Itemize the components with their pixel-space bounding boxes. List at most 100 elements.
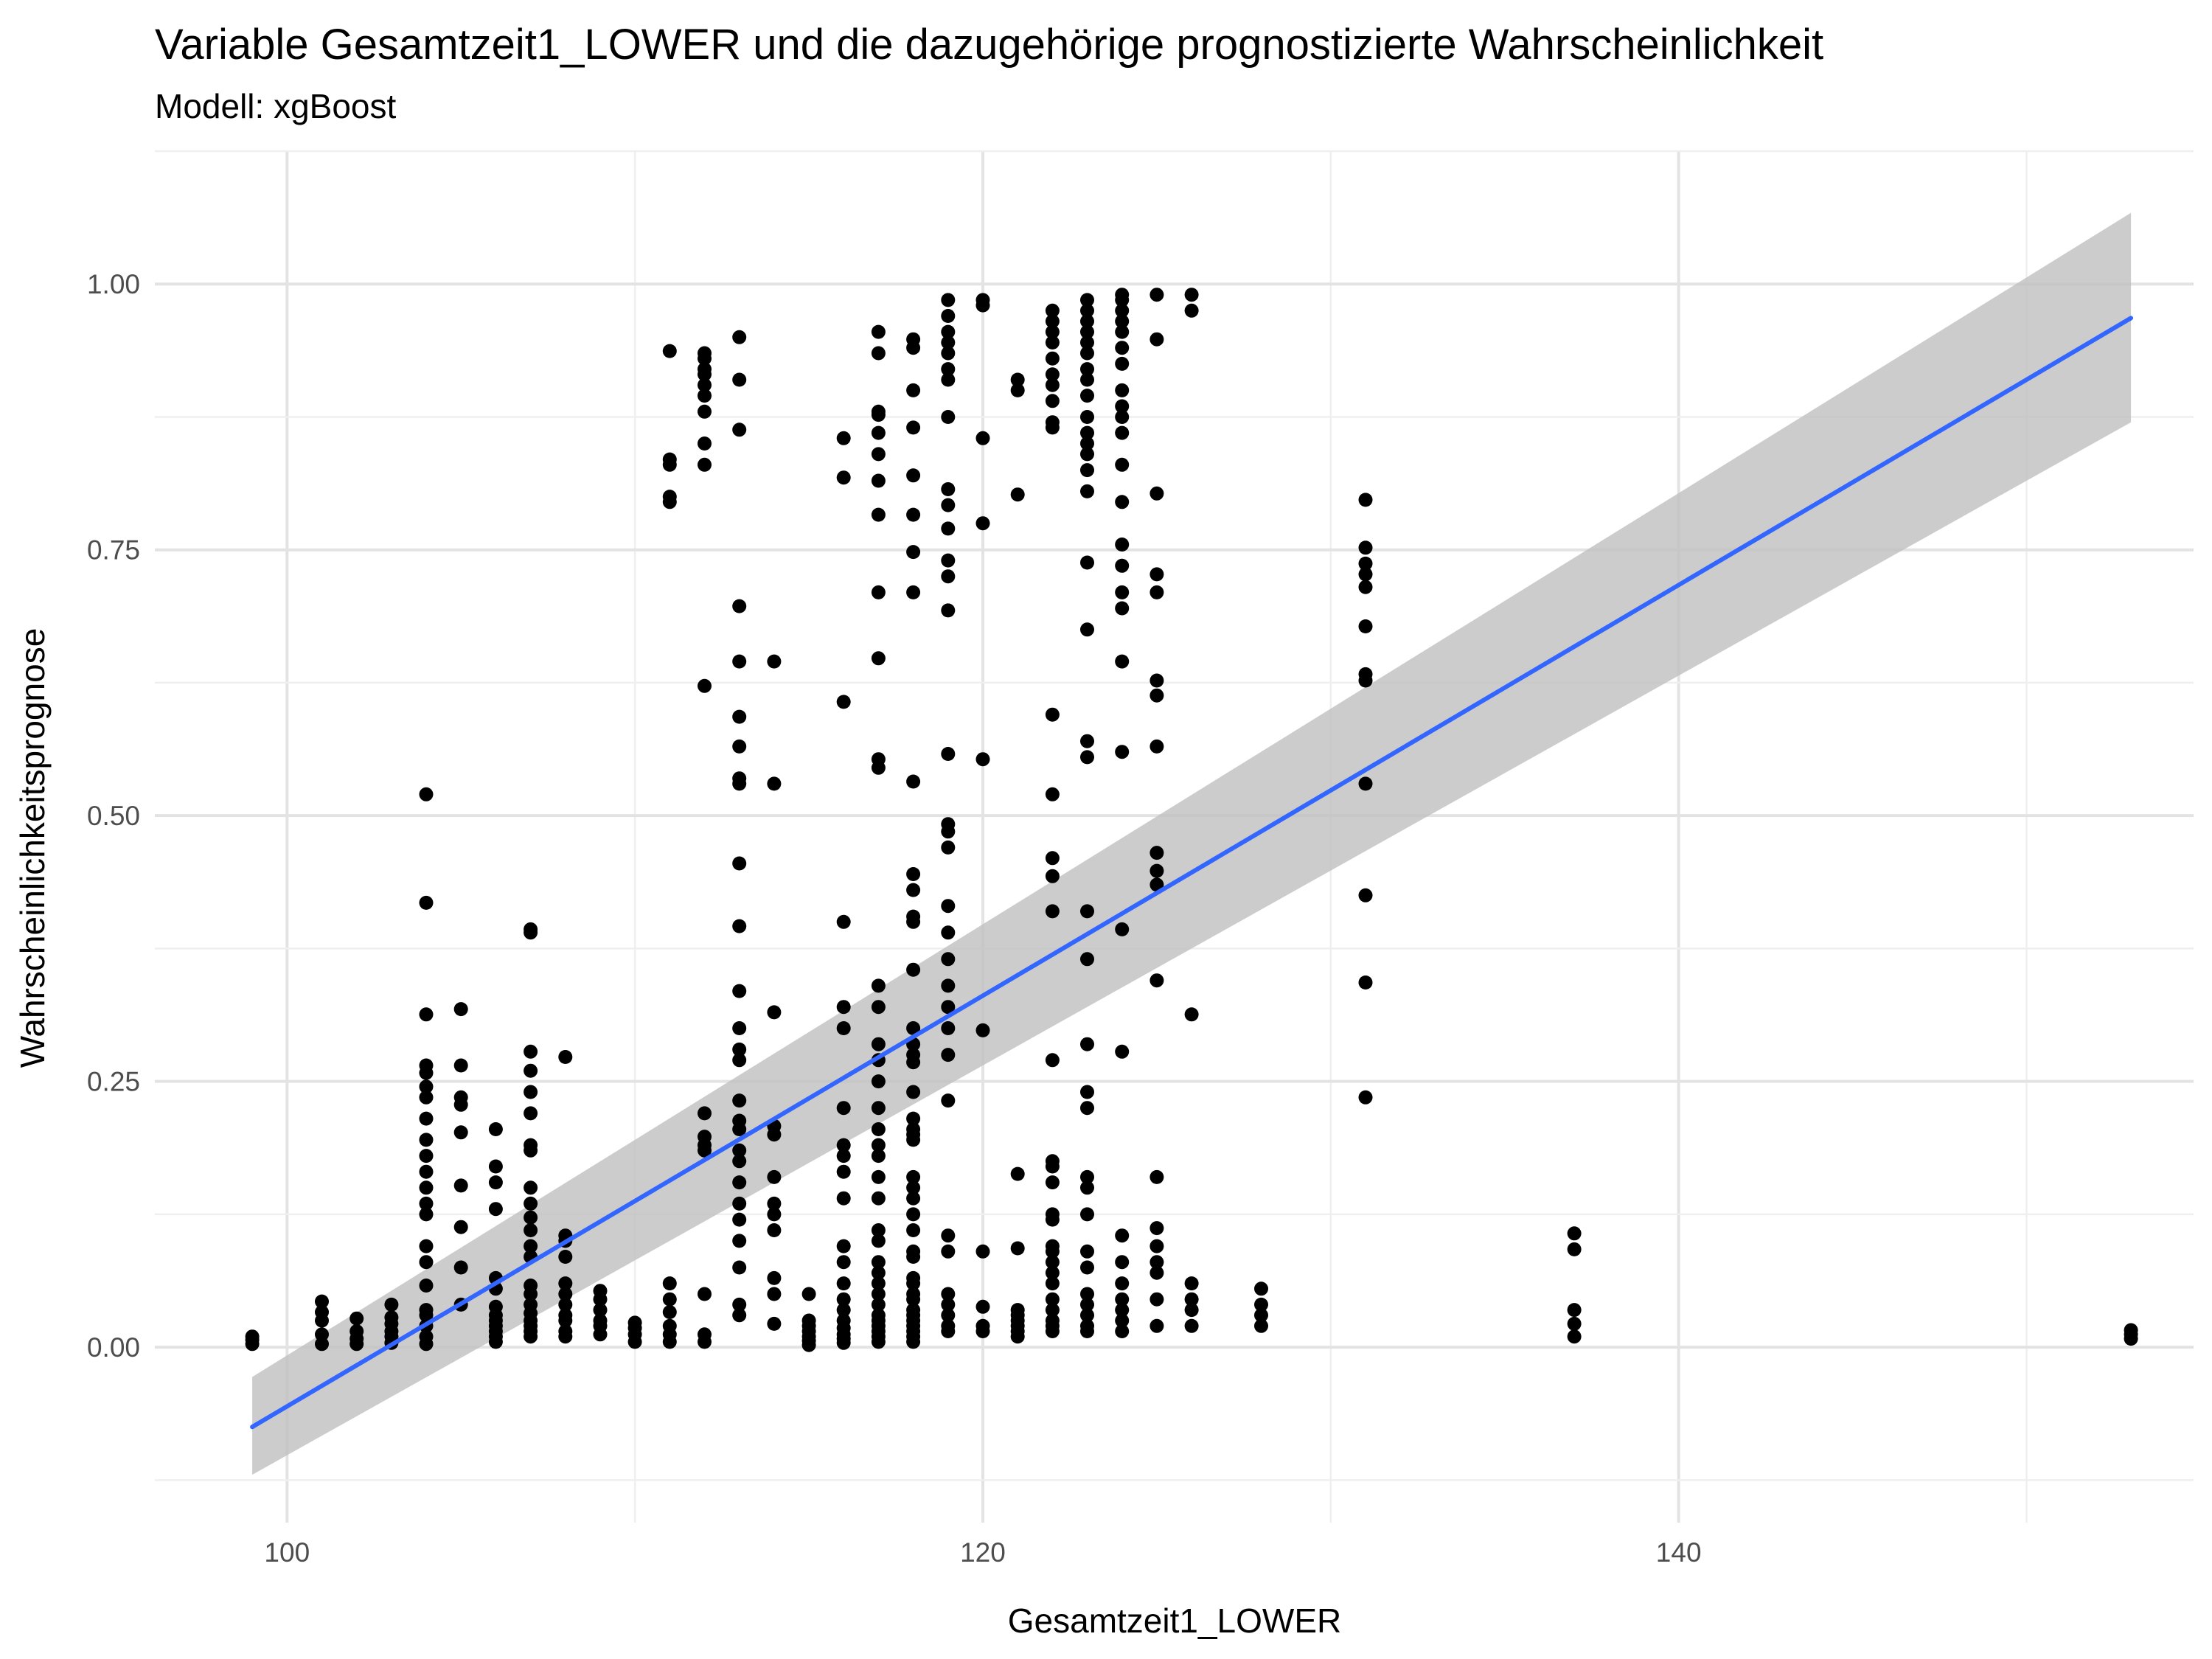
data-point (871, 1037, 886, 1051)
data-point (1567, 1329, 1582, 1344)
data-point (524, 1210, 538, 1225)
data-point (349, 1324, 364, 1338)
data-point (384, 1297, 399, 1312)
data-point (941, 1318, 956, 1333)
data-point (1115, 383, 1130, 397)
data-point (941, 309, 956, 323)
data-point (524, 1180, 538, 1195)
data-point (1080, 622, 1094, 637)
data-point (1115, 341, 1130, 355)
data-point (1115, 1313, 1130, 1328)
data-point (1045, 303, 1060, 318)
data-point (906, 1270, 921, 1285)
data-point (836, 1292, 851, 1307)
data-point (1184, 303, 1199, 318)
data-point (871, 978, 886, 993)
data-point (1080, 750, 1094, 765)
data-point (1045, 851, 1060, 866)
data-point (558, 1297, 573, 1312)
data-point (1045, 1276, 1060, 1291)
data-point (871, 1122, 886, 1136)
data-point (1184, 1292, 1199, 1307)
data-point (906, 1191, 921, 1206)
data-point (975, 431, 990, 445)
data-point (1010, 1166, 1025, 1181)
data-point (767, 1207, 782, 1222)
data-point (871, 1138, 886, 1152)
data-point (488, 1202, 503, 1217)
data-point (836, 1138, 851, 1152)
data-point (871, 1169, 886, 1184)
data-point (1045, 1292, 1060, 1307)
data-point (1358, 1090, 1373, 1105)
data-point (662, 1276, 677, 1291)
data-point (1567, 1316, 1582, 1331)
data-point (836, 914, 851, 929)
data-point (732, 1297, 747, 1312)
chart-title: Variable Gesamtzeit1_LOWER und die dazug… (155, 21, 1823, 69)
data-point (1080, 447, 1094, 462)
data-point (488, 1159, 503, 1174)
data-point (732, 1093, 747, 1108)
data-point (1080, 346, 1094, 361)
data-point (941, 521, 956, 536)
data-point (698, 437, 712, 451)
data-point (941, 747, 956, 761)
data-point (941, 362, 956, 377)
data-point (1045, 1303, 1060, 1318)
data-point (698, 1130, 712, 1144)
data-point (524, 1138, 538, 1152)
data-point (1080, 1037, 1094, 1051)
data-point (871, 425, 886, 440)
data-point (1150, 486, 1164, 501)
data-point (698, 1327, 712, 1342)
data-point (1080, 484, 1094, 498)
data-point (662, 1305, 677, 1319)
data-point (906, 507, 921, 522)
data-point (593, 1303, 608, 1318)
data-point (1045, 1053, 1060, 1068)
data-point (1254, 1297, 1268, 1312)
data-point (941, 899, 956, 914)
trend-line-layer (250, 316, 2134, 1430)
data-point (836, 1239, 851, 1253)
data-point (941, 324, 956, 339)
data-point (662, 452, 677, 467)
data-point (1150, 688, 1164, 703)
data-point (1045, 394, 1060, 408)
data-point (1080, 1287, 1094, 1301)
data-point (906, 1180, 921, 1195)
data-point (1184, 1303, 1199, 1318)
data-point (906, 1207, 921, 1222)
data-point (732, 1154, 747, 1169)
data-point (941, 1244, 956, 1259)
data-point (698, 346, 712, 361)
data-point (315, 1327, 329, 1342)
data-point (1567, 1303, 1582, 1318)
data-point (1115, 1292, 1130, 1307)
data-point (767, 1287, 782, 1301)
data-point (906, 909, 921, 924)
data-point (767, 1270, 782, 1285)
data-point (419, 1058, 434, 1073)
data-point (836, 1101, 851, 1116)
data-point (975, 516, 990, 531)
data-point (1150, 1265, 1164, 1280)
data-point (1358, 667, 1373, 681)
data-point (1115, 1324, 1130, 1338)
data-point (836, 1313, 851, 1328)
data-point (453, 1260, 468, 1275)
y-axis-title: Wahrscheinlichkeitsprognose (13, 628, 52, 1068)
data-point (1045, 1154, 1060, 1169)
data-point (941, 1297, 956, 1312)
data-point (1045, 1313, 1060, 1328)
data-point (1358, 493, 1373, 507)
data-point (871, 1074, 886, 1089)
data-point (941, 978, 956, 993)
data-point (941, 840, 956, 855)
y-tick-label: 0.50 (87, 801, 140, 831)
y-tick-label: 0.00 (87, 1332, 140, 1363)
data-point (871, 1287, 886, 1301)
data-point (906, 962, 921, 977)
data-point (419, 1279, 434, 1293)
